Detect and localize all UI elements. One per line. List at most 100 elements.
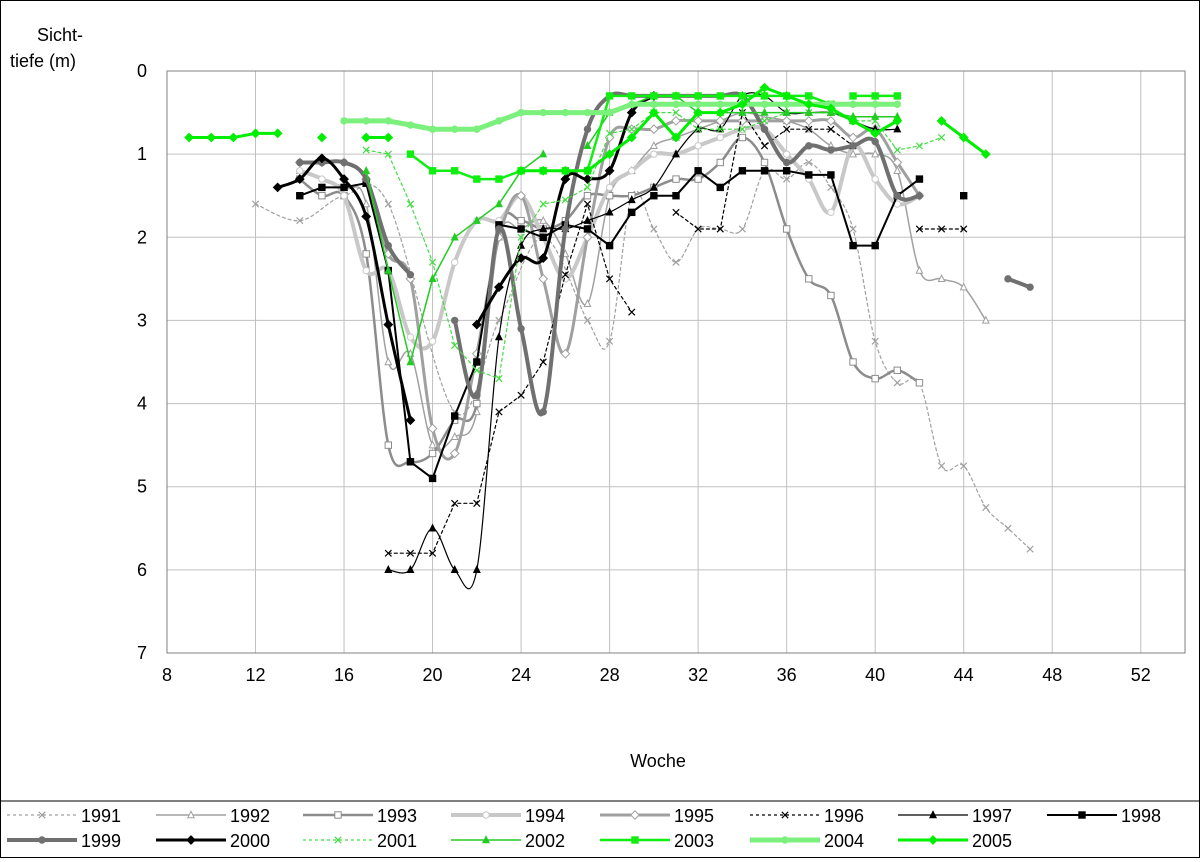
legend-entry-2000: 2000	[156, 831, 270, 851]
data-point	[870, 128, 881, 139]
data-point	[759, 82, 770, 93]
data-point	[517, 233, 525, 241]
data-point	[605, 108, 614, 117]
legend-label: 1991	[81, 806, 121, 826]
data-point	[805, 92, 813, 100]
data-point	[626, 107, 637, 118]
data-point	[384, 117, 393, 125]
data-point	[803, 99, 814, 110]
x-tick-label: 28	[600, 665, 620, 685]
data-point	[539, 224, 548, 233]
data-point	[296, 217, 304, 225]
data-point	[716, 183, 724, 192]
data-point	[782, 158, 791, 167]
legend-entry-2002: 2002	[451, 831, 565, 851]
x-tick-label: 44	[954, 665, 974, 685]
data-point	[782, 225, 791, 233]
data-point	[516, 190, 526, 201]
data-point	[672, 92, 680, 100]
data-point	[982, 503, 990, 512]
data-point	[648, 124, 659, 135]
x-tick-label: 52	[1131, 665, 1151, 685]
data-point	[805, 275, 813, 283]
data-point	[538, 165, 549, 176]
data-point	[383, 319, 394, 330]
data-point	[384, 241, 393, 250]
legend-label: 2003	[674, 831, 714, 851]
data-point	[871, 175, 879, 183]
legend-label: 2002	[525, 831, 565, 851]
data-point	[583, 141, 592, 150]
y-tick-label: 0	[137, 61, 147, 81]
legend-label: 1992	[230, 806, 270, 826]
data-point	[871, 241, 879, 250]
data-point	[893, 146, 901, 154]
data-point	[228, 132, 239, 143]
data-point	[871, 137, 879, 146]
data-point	[1026, 545, 1034, 553]
data-point	[538, 273, 549, 284]
legend-entry-2004: 2004	[750, 831, 864, 851]
data-point	[672, 258, 680, 266]
data-point	[605, 183, 614, 192]
data-point	[981, 315, 990, 324]
data-point	[272, 182, 283, 193]
data-point	[495, 117, 503, 125]
data-point	[450, 412, 459, 420]
data-point	[959, 282, 968, 291]
data-point	[716, 100, 724, 108]
legend-label: 1994	[525, 806, 565, 826]
data-point	[296, 192, 304, 200]
data-point	[473, 358, 481, 366]
data-point	[827, 146, 835, 154]
data-point	[827, 171, 835, 179]
data-point	[849, 225, 857, 233]
data-point	[648, 107, 659, 118]
data-point	[539, 408, 547, 416]
data-point	[583, 298, 592, 307]
data-point	[250, 128, 261, 139]
legend-label: 1999	[81, 831, 121, 851]
legend-marker	[481, 835, 491, 844]
data-point	[783, 175, 791, 183]
data-point	[428, 125, 437, 133]
data-point	[339, 174, 349, 184]
legend-label: 1998	[1121, 806, 1161, 826]
data-point	[583, 215, 592, 224]
data-point	[384, 200, 392, 208]
data-point	[450, 167, 459, 175]
series-layer	[184, 82, 1034, 590]
data-point	[937, 225, 946, 233]
y-axis-label-line1: Sicht-	[37, 25, 83, 45]
data-point	[604, 149, 615, 160]
data-point	[650, 225, 658, 233]
data-point	[495, 225, 503, 233]
data-point	[517, 325, 525, 333]
series-line	[387, 92, 898, 590]
data-point	[583, 125, 592, 133]
data-point	[296, 158, 304, 167]
legend-label: 2000	[230, 831, 270, 851]
legend-marker	[631, 836, 639, 844]
plot-area	[166, 70, 1186, 654]
data-point	[383, 132, 394, 143]
series-1997	[384, 91, 902, 590]
data-point	[294, 174, 305, 184]
data-point	[738, 125, 747, 133]
legend-entry-2005: 2005	[898, 831, 1012, 851]
data-point	[738, 167, 747, 175]
legend-marker	[928, 835, 938, 845]
data-point	[849, 142, 857, 150]
data-point	[782, 167, 791, 175]
legend: 1991 1992 1993 1994 1995 1996 1997 1998 1999 2000…	[7, 806, 1161, 851]
data-point	[782, 150, 791, 158]
data-point	[406, 357, 415, 366]
data-point	[848, 115, 858, 126]
legend-marker	[38, 836, 46, 844]
data-point	[473, 499, 481, 507]
data-point	[649, 141, 658, 150]
data-point	[384, 265, 393, 274]
data-point	[406, 200, 415, 208]
data-point	[406, 121, 415, 129]
data-point	[871, 149, 880, 158]
